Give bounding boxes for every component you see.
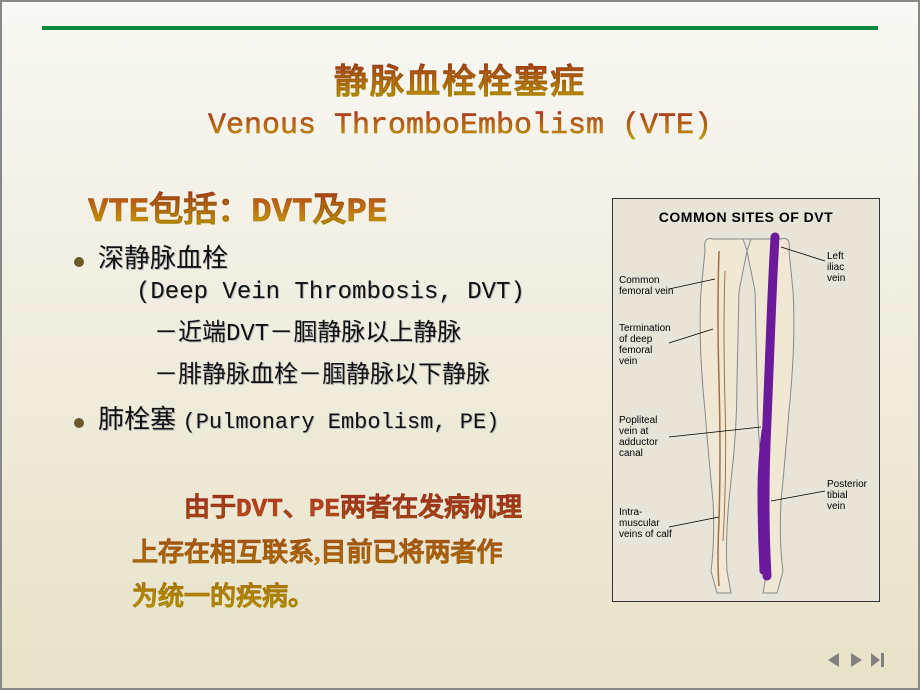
sub-c: －腘静脉以上静脉 bbox=[269, 320, 461, 346]
prev-button[interactable] bbox=[824, 650, 844, 670]
subheading-dvt: DVT bbox=[251, 194, 312, 232]
sub-c: －腘静脉以下静脉 bbox=[298, 362, 490, 388]
subheading-mid: 包括： bbox=[149, 192, 251, 229]
bullet-2-cn: 肺栓塞 bbox=[98, 405, 183, 434]
content-block: 深静脉血栓 (Deep Vein Thrombosis, DVT) －近端DVT… bbox=[74, 238, 594, 440]
nav-controls bbox=[824, 650, 888, 670]
title-chinese: 静脉血栓栓塞症 bbox=[2, 54, 918, 103]
sub-dash: － bbox=[154, 362, 178, 388]
sub-b: DVT bbox=[226, 321, 269, 348]
bullet-1-sub-2: －腓静脉血栓－腘静脉以下静脉 bbox=[154, 354, 594, 389]
conclusion-l2: 上存在相互联系,目前已将两者作 bbox=[132, 538, 503, 567]
figure-title: COMMON SITES OF DVT bbox=[613, 209, 879, 225]
play-button[interactable] bbox=[846, 650, 866, 670]
dvt-figure: COMMON SITES OF DVT Leftiliacvein Poster… bbox=[612, 198, 880, 602]
popliteal-tibial-vein bbox=[761, 431, 765, 571]
slide: 静脉血栓栓塞症 Venous ThromboEmbolism (VTE) VTE… bbox=[0, 0, 920, 690]
subheading-pe: PE bbox=[346, 194, 387, 232]
bullet-2-en: (Pulmonary Embolism, PE) bbox=[183, 410, 500, 435]
bullet-dot-icon bbox=[74, 418, 84, 428]
bullet-1: 深静脉血栓 bbox=[74, 238, 594, 275]
label-posterior-tibial: Posteriortibialvein bbox=[827, 479, 868, 512]
conclusion-l1a: 由于 bbox=[184, 493, 236, 522]
header-divider bbox=[42, 26, 878, 30]
label-left-iliac: Leftiliacvein bbox=[827, 251, 845, 284]
conclusion-l1c: 两者在发病机理 bbox=[340, 493, 522, 522]
sub-dash: － bbox=[154, 320, 178, 346]
sub-a: 腓静脉血栓 bbox=[178, 362, 298, 388]
conclusion-l1b: DVT、PE bbox=[236, 494, 340, 524]
label-termination: Terminationof deepfemoralvein bbox=[619, 323, 671, 367]
conclusion-l3: 为统一的疾病。 bbox=[132, 582, 314, 611]
conclusion: 由于DVT、PE两者在发病机理 上存在相互联系,目前已将两者作 为统一的疾病。 bbox=[132, 486, 572, 620]
bullet-2: 肺栓塞 (Pulmonary Embolism, PE) bbox=[74, 399, 594, 436]
title-block: 静脉血栓栓塞症 Venous ThromboEmbolism (VTE) bbox=[2, 54, 918, 143]
next-button[interactable] bbox=[868, 650, 888, 670]
subheading: VTE包括：DVT及PE bbox=[88, 182, 387, 232]
bullet-1-english: (Deep Vein Thrombosis, DVT) bbox=[136, 279, 594, 306]
title-english: Venous ThromboEmbolism (VTE) bbox=[2, 109, 918, 143]
sub-a: 近端 bbox=[178, 320, 226, 346]
bullet-1-label: 深静脉血栓 bbox=[98, 238, 228, 275]
subheading-vte: VTE bbox=[88, 194, 149, 232]
bullet-2-label: 肺栓塞 (Pulmonary Embolism, PE) bbox=[98, 399, 499, 436]
bullet-1-sub-1: －近端DVT－腘静脉以上静脉 bbox=[154, 312, 594, 348]
label-popliteal: Poplitealvein atadductorcanal bbox=[619, 415, 659, 459]
label-intramuscular: Intra-muscularveins of calf bbox=[619, 507, 672, 540]
label-common-femoral: Commonfemoral vein bbox=[619, 275, 673, 297]
subheading-amp: 及 bbox=[312, 192, 346, 229]
legs-outline bbox=[700, 239, 794, 594]
legs-diagram: Leftiliacvein Posteriortibialvein Common… bbox=[613, 231, 881, 601]
bullet-dot-icon bbox=[74, 257, 84, 267]
